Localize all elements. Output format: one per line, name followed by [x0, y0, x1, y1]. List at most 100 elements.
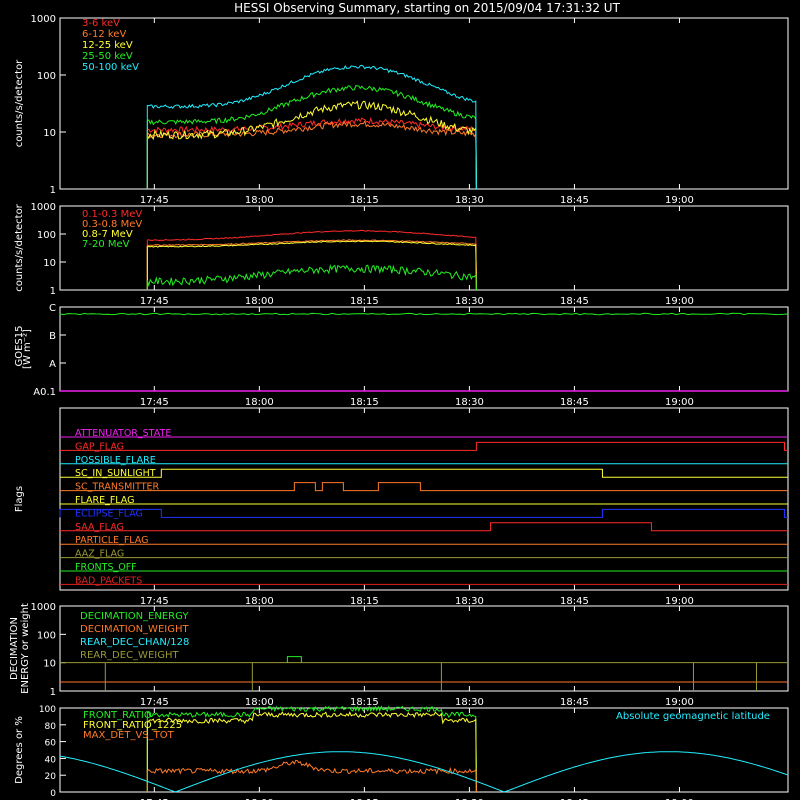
flag-label: FLARE_FLAG — [75, 495, 135, 506]
x-tick-label: 19:00 — [665, 195, 694, 206]
x-tick-label: 18:45 — [560, 397, 589, 408]
y-axis-label: DECIMATION — [9, 617, 20, 680]
y-axis-label: Flags — [14, 486, 25, 512]
y-tick-label: 1 — [50, 185, 56, 196]
x-tick-label: 18:00 — [245, 397, 274, 408]
panel-goes-frame — [59, 306, 789, 392]
y-tick-label: 0 — [50, 789, 56, 799]
y-axis-units: [W m⁻²] — [22, 329, 33, 369]
y-axis-label: counts/s/detector — [14, 59, 25, 147]
y-tick-label: 1000 — [31, 602, 56, 613]
legend-entry: 6-12 keV — [82, 29, 126, 40]
x-tick-label: 18:45 — [560, 296, 589, 307]
x-tick-label: 19:00 — [665, 296, 694, 307]
x-tick-label: 18:45 — [560, 195, 589, 206]
flag-line — [60, 482, 788, 492]
legend-entry: DECIMATION_WEIGHT — [80, 624, 189, 635]
x-tick-label: 18:30 — [455, 195, 484, 206]
x-tick-label: 18:00 — [245, 596, 274, 607]
flag-line — [60, 441, 788, 451]
x-tick-label: 17:45 — [140, 697, 169, 708]
x-tick-label: 18:30 — [455, 697, 484, 708]
series-line-front-ratio-1225 — [146, 711, 477, 793]
series-line-front-ratio — [146, 705, 477, 793]
x-tick-label: 18:15 — [350, 296, 379, 307]
y-tick-label: 20 — [45, 772, 57, 782]
x-tick-label: 17:45 — [140, 596, 169, 607]
series-line-max-det-vs-tot — [146, 759, 477, 793]
y-tick-label: 100 — [37, 230, 56, 241]
y-axis-label: counts/s/detector — [14, 203, 25, 291]
flag-label: AAZ_FLAG — [75, 549, 124, 560]
flag-label: ECLIPSE_FLAG — [75, 508, 143, 519]
y-tick-label: 100 — [37, 630, 56, 641]
flag-line — [60, 468, 788, 478]
series-line-12-25-kev — [146, 100, 477, 190]
x-tick-label: 17:45 — [140, 798, 169, 800]
flag-label: SC_IN_SUNLIGHT — [75, 468, 156, 479]
legend-entry: DECIMATION_ENERGY — [80, 611, 189, 622]
legend-entry: 0.8-7 MeV — [82, 229, 133, 240]
x-tick-label: 18:00 — [245, 296, 274, 307]
y-tick-label: 10 — [43, 659, 56, 670]
y-tick-label: 80 — [45, 722, 57, 732]
x-tick-label: 18:00 — [245, 798, 274, 800]
y-tick-label: A — [49, 359, 56, 370]
legend-entry: 0.3-0.8 MeV — [82, 219, 142, 230]
x-tick-label: 18:15 — [350, 697, 379, 708]
y-tick-label: 1000 — [31, 202, 56, 213]
y-tick-label: 60 — [45, 739, 57, 749]
x-tick-label: 18:00 — [245, 195, 274, 206]
series-line-0-8-7-mev — [146, 240, 477, 291]
legend-entry: FRONT_RATIO_1225 — [83, 720, 182, 731]
legend-entry: MAX_DET_VS_TOT — [83, 730, 175, 741]
legend-entry: 50-100 keV — [82, 62, 139, 73]
y-axis-label: ENERGY or weight — [20, 603, 31, 694]
series-line-6-12-kev — [146, 120, 477, 190]
panel-flags-frame — [59, 407, 789, 591]
x-tick-label: 18:45 — [560, 798, 589, 800]
flag-label: SAA_FLAG — [75, 522, 124, 533]
decimation-steps — [104, 662, 757, 691]
x-tick-label: 19:00 — [665, 397, 694, 408]
panel-hxr-frame — [59, 17, 789, 190]
series-line-3-6-kev — [146, 116, 477, 190]
y-tick-label: 1000 — [31, 14, 56, 25]
series-line-0-3-0-8-mev — [146, 239, 477, 291]
flag-label: POSSIBLE_FLARE — [75, 455, 156, 466]
y-tick-label: 1 — [50, 687, 56, 698]
y-tick-label: 40 — [45, 755, 57, 765]
legend-entry: REAR_DEC_CHAN/128 — [80, 637, 189, 648]
x-tick-label: 18:30 — [455, 296, 484, 307]
flag-label: BAD_PACKETS — [75, 575, 142, 586]
series-line-50-100-kev — [146, 64, 477, 190]
flag-label: GAP_FLAG — [75, 441, 124, 452]
y-tick-label: B — [49, 331, 56, 342]
legend-entry: REAR_DEC_WEIGHT — [80, 650, 179, 661]
y-axis-label: GOES15 — [14, 325, 25, 366]
legend-entry: FRONT_RATIO — [83, 710, 152, 721]
flag-label: FRONTS_OFF — [75, 562, 137, 573]
x-tick-label: 18:30 — [455, 596, 484, 607]
x-tick-label: 18:30 — [455, 397, 484, 408]
flag-label: SC_TRANSMITTER — [75, 482, 160, 493]
series-line-goes-long — [59, 312, 789, 316]
x-tick-label: 19:00 — [665, 596, 694, 607]
legend-entry: 3-6 keV — [82, 18, 120, 29]
x-tick-label: 17:45 — [140, 397, 169, 408]
flag-label: ATTENUATOR_STATE — [75, 428, 171, 439]
x-tick-label: 18:45 — [560, 596, 589, 607]
flag-label: PARTICLE_FLAG — [75, 535, 148, 546]
x-tick-label: 18:45 — [560, 697, 589, 708]
y-tick-label: 100 — [37, 71, 56, 82]
figure-title: HESSI Observing Summary, starting on 201… — [234, 1, 620, 15]
y-tick-label: 10 — [43, 258, 56, 269]
x-tick-label: 19:00 — [665, 697, 694, 708]
y-tick-label: 1 — [50, 286, 56, 297]
legend-entry: 25-50 keV — [82, 51, 133, 62]
y-axis-label: Degrees or % — [14, 716, 25, 784]
y-tick-label: A0.1 — [33, 387, 56, 398]
series-line-0-1-0-3-mev — [146, 229, 477, 291]
y-tick-label: 100 — [39, 705, 56, 715]
